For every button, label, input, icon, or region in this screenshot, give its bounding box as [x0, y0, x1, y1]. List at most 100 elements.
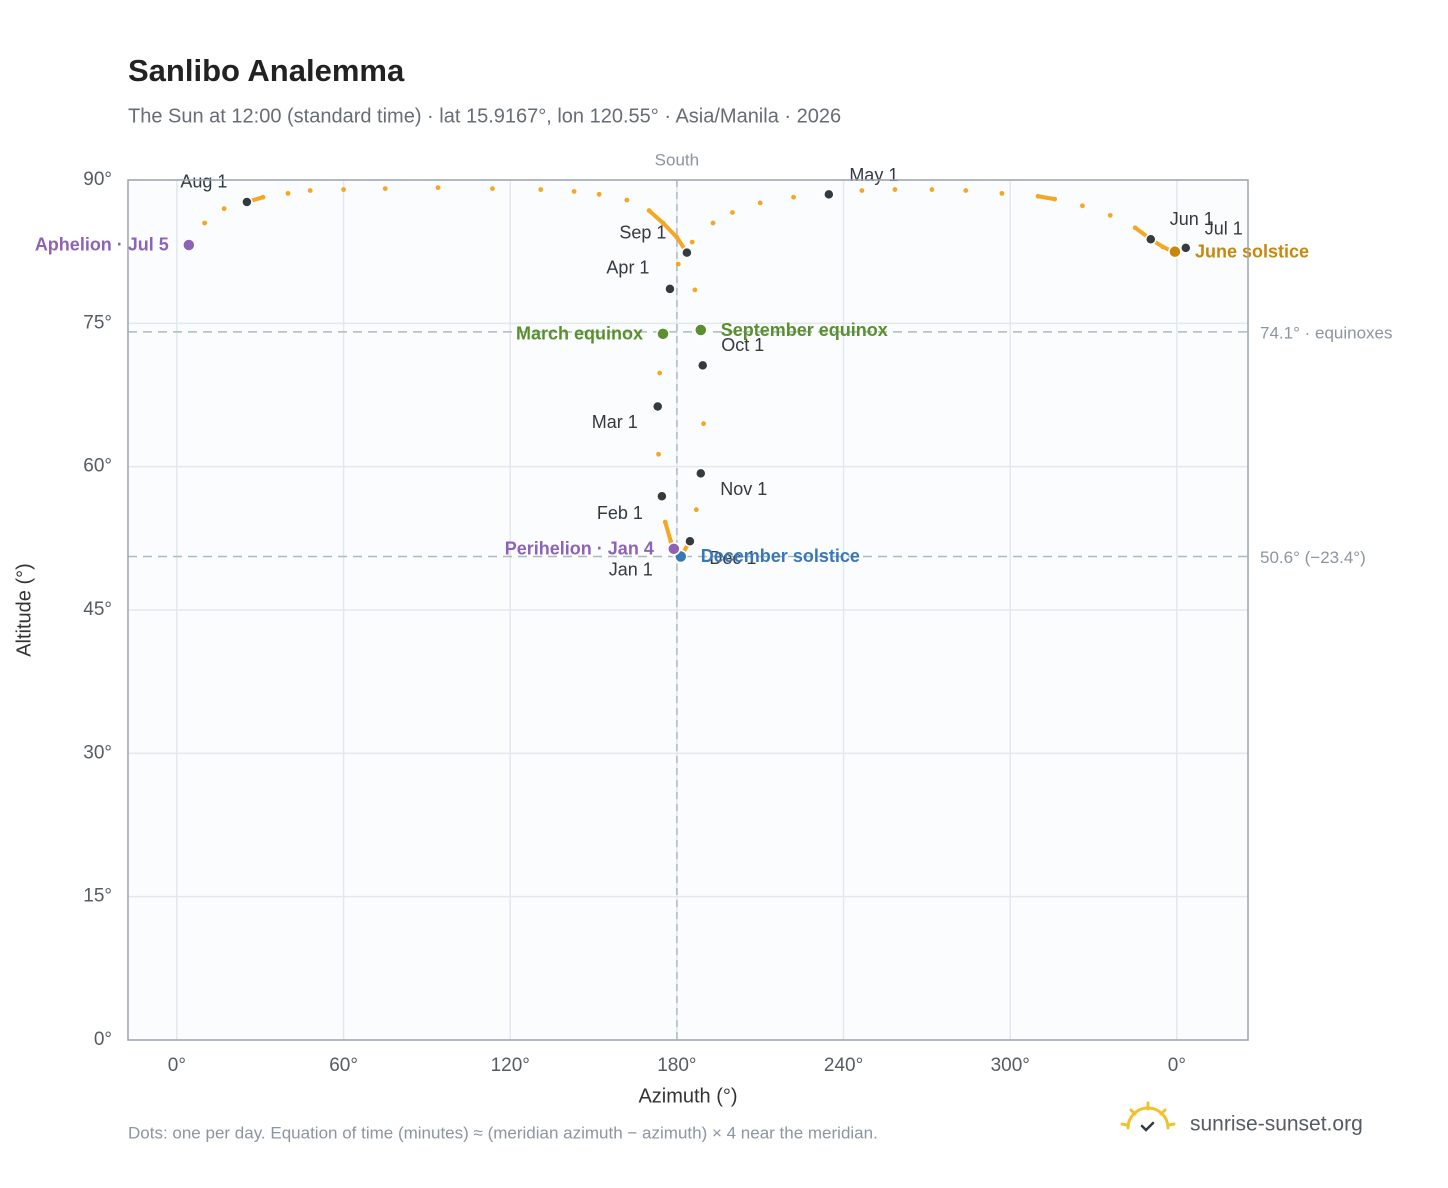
day-dot [675, 261, 681, 267]
month-label: Mar 1 [592, 412, 638, 432]
chart-subtitle: The Sun at 12:00 (standard time) · lat 1… [128, 105, 841, 127]
day-dot [307, 188, 313, 193]
day-path-segment [1036, 194, 1057, 202]
month-marker [695, 467, 707, 480]
reference-label: 50.6° (−23.4°) [1260, 548, 1366, 567]
day-dot [260, 194, 266, 200]
day-dot [596, 191, 602, 197]
day-dot [538, 187, 544, 192]
y-tick-label: 30° [83, 742, 112, 763]
month-marker [651, 400, 664, 413]
chart-title: Sanlibo Analemma [128, 53, 405, 88]
month-label: Jan 1 [609, 559, 653, 579]
y-tick-label: 75° [83, 312, 112, 333]
event-label: September equinox [721, 320, 888, 340]
day-dot [692, 287, 698, 293]
month-label: Dec 1 [709, 548, 756, 568]
event-label: June solstice [1195, 241, 1309, 261]
day-dot [689, 239, 695, 245]
day-dot [963, 188, 969, 193]
month-label: Jun 1 [1170, 209, 1214, 229]
day-dot [662, 519, 668, 525]
event-label: December solstice [701, 546, 860, 566]
month-marker [681, 246, 693, 259]
month-marker [656, 490, 668, 503]
x-tick-label: 120° [491, 1055, 530, 1076]
y-tick-label: 0° [94, 1029, 112, 1050]
x-tick-label: 180° [657, 1055, 696, 1076]
y-axis-label: Altitude (°) [13, 563, 35, 657]
month-label: Oct 1 [721, 335, 764, 355]
x-tick-label: 300° [991, 1055, 1030, 1076]
day-dot [571, 189, 577, 194]
day-dot [656, 451, 661, 457]
x-tick-label: 0° [1168, 1055, 1186, 1076]
plot-border [127, 179, 1249, 1041]
y-tick-label: 45° [83, 599, 112, 620]
day-dot [435, 185, 441, 191]
month-marker [1180, 242, 1192, 254]
month-label: Nov 1 [720, 479, 767, 499]
day-dot [701, 421, 706, 427]
y-tick-label: 15° [83, 886, 112, 907]
month-marker [823, 188, 835, 201]
day-dot [693, 507, 699, 513]
month-label: Jul 1 [1205, 219, 1243, 239]
day-dot [202, 220, 208, 226]
event-marker [656, 327, 670, 341]
reference-label: 74.1° · equinoxes [1260, 323, 1393, 342]
day-dot [1052, 196, 1058, 202]
day-path-segment [661, 221, 679, 240]
day-path-segment [663, 520, 673, 544]
month-label: Sep 1 [619, 222, 666, 242]
day-path-segment [647, 208, 665, 225]
day-dot [646, 208, 652, 213]
y-tick-label: 90° [83, 169, 112, 190]
day-dot [1107, 212, 1113, 218]
month-marker [696, 359, 709, 372]
day-dot [285, 190, 291, 196]
day-dot [624, 197, 630, 203]
month-marker [684, 535, 696, 547]
month-label: Apr 1 [606, 258, 649, 278]
day-dot [221, 206, 227, 212]
x-axis-label: Azimuth (°) [638, 1085, 737, 1107]
day-dot [674, 234, 680, 240]
day-dot [1132, 225, 1138, 231]
day-dot [382, 186, 388, 192]
event-label: March equinox [516, 324, 643, 344]
day-dot [1080, 203, 1085, 209]
day-dot [999, 190, 1005, 196]
event-marker [182, 238, 196, 252]
event-label: Perihelion · Jan 4 [505, 539, 654, 559]
day-dot [791, 194, 796, 200]
x-tick-label: 0° [168, 1055, 186, 1076]
day-dot [757, 200, 763, 206]
x-tick-label: 60° [329, 1055, 358, 1076]
month-marker [664, 283, 676, 295]
day-dot [490, 186, 495, 192]
day-dot [660, 220, 666, 226]
meridian-label: South [655, 150, 699, 169]
event-marker [667, 542, 681, 556]
day-dot [892, 187, 898, 192]
day-dot [929, 187, 935, 192]
month-marker [1145, 233, 1157, 245]
footnote: Dots: one per day. Equation of time (min… [128, 1123, 878, 1142]
day-dot [710, 220, 716, 226]
event-label: Aphelion · Jul 5 [35, 235, 169, 255]
x-tick-label: 240° [824, 1055, 863, 1076]
month-label: Feb 1 [597, 503, 643, 523]
day-dot [730, 210, 735, 215]
month-marker [241, 196, 253, 208]
day-dot [657, 370, 663, 376]
day-dot [1035, 193, 1041, 199]
day-dot [341, 187, 346, 192]
day-dot [859, 188, 865, 193]
event-marker [1168, 244, 1182, 259]
y-tick-label: 60° [83, 456, 112, 477]
month-label: Aug 1 [180, 172, 227, 192]
